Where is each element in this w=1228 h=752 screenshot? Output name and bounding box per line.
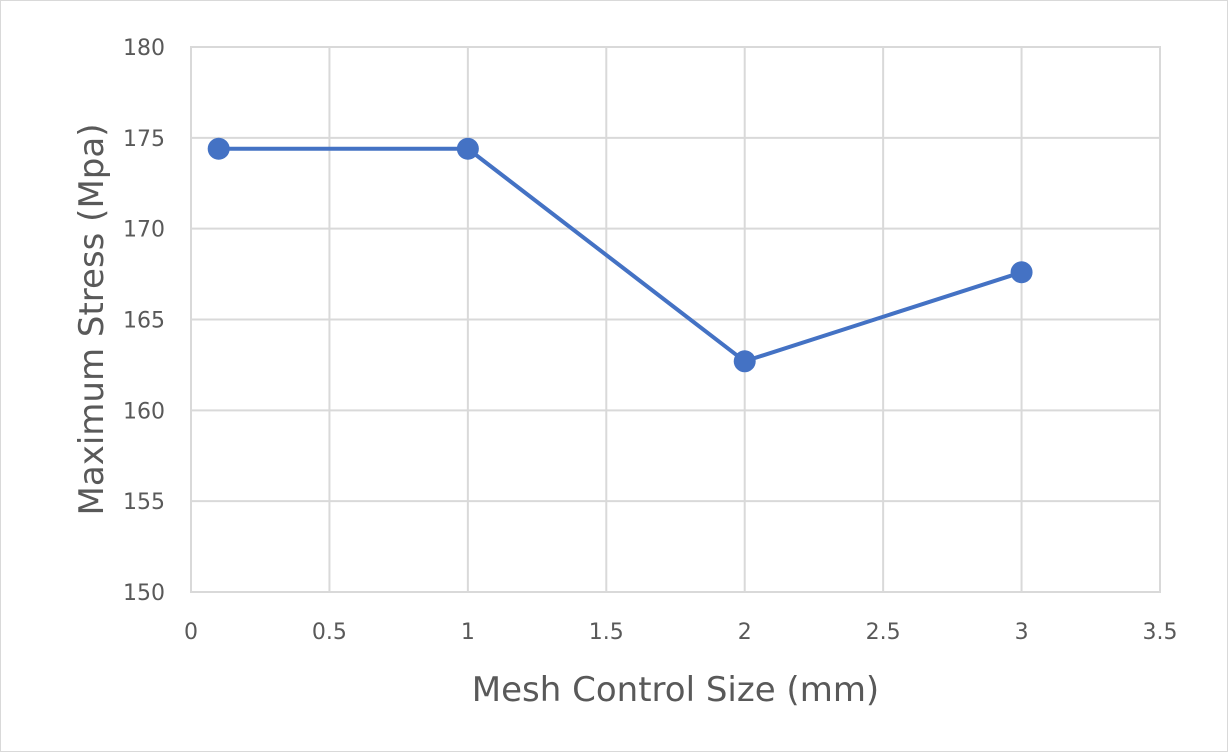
x-tick-label: 0 [184, 620, 198, 645]
x-tick-label: 1 [461, 620, 475, 645]
series-line [218, 146, 1023, 364]
y-tick-label: 150 [123, 581, 165, 606]
data-point [1010, 261, 1033, 284]
series-layer [207, 137, 1033, 373]
x-tick-label: 0.5 [312, 620, 347, 645]
x-axis-title: Mesh Control Size (mm) [472, 670, 879, 710]
data-point [733, 350, 756, 373]
y-tick-label: 155 [123, 490, 165, 515]
plot-area-border [190, 46, 1161, 593]
x-tick-label: 3.5 [1143, 620, 1178, 645]
x-axis-tick-labels: 0 0.5 1 1.5 2 2.5 3 3.5 [184, 620, 1178, 645]
y-tick-label: 165 [123, 309, 165, 334]
x-tick-label: 2 [738, 620, 752, 645]
data-point [456, 137, 479, 160]
y-axis-title: Maximum Stress (Mpa) [72, 124, 112, 516]
x-tick-label: 2.5 [866, 620, 901, 645]
y-tick-label: 175 [123, 127, 165, 152]
x-tick-label: 1.5 [589, 620, 624, 645]
gridlines [190, 46, 1161, 593]
y-axis-tick-labels: 150 155 160 165 170 175 180 [123, 36, 165, 606]
y-tick-label: 160 [123, 399, 165, 424]
x-tick-label: 3 [1015, 620, 1029, 645]
data-point [207, 137, 230, 160]
y-tick-label: 170 [123, 218, 165, 243]
y-tick-label: 180 [123, 36, 165, 61]
